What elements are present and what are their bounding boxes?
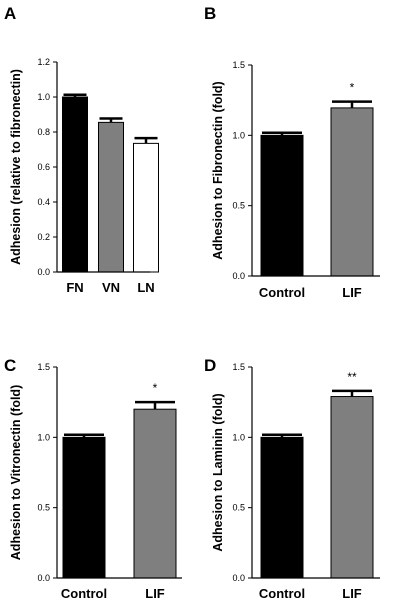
panel-letter: C [4, 356, 16, 375]
bar-lif [330, 396, 374, 579]
y-tick-label: 0.0 [37, 267, 50, 277]
y-tick-label: 0.0 [37, 573, 50, 583]
y-tick-label: 1.0 [232, 130, 245, 140]
category-label: LIF [342, 285, 362, 300]
panel-letter: D [204, 356, 216, 375]
panel-A: A Adhesion (relative to fibronectin) FN VN L… [4, 4, 159, 295]
category-label: Control [259, 285, 305, 300]
significance-marker: * [350, 81, 355, 95]
bar-ln [133, 142, 159, 273]
y-tick-label: 1.0 [37, 92, 50, 102]
significance-marker: * [153, 381, 158, 395]
category-label: FN [66, 280, 83, 295]
y-tick-label: 0.0 [232, 573, 245, 583]
bar-vn [98, 121, 124, 273]
bar-lif [133, 408, 177, 579]
category-label: LIF [342, 586, 362, 601]
category-label: VN [102, 280, 120, 295]
bar-fn [62, 96, 88, 273]
bar-lif [330, 107, 374, 277]
y-tick-label: 1.0 [37, 432, 50, 442]
bar-control [260, 436, 304, 579]
y-tick-label: 1.2 [37, 57, 50, 67]
panel-C: C Adhesion to Vitronectin (fold) Control * L… [4, 356, 182, 601]
y-tick-label: 0.8 [37, 127, 50, 137]
panel-letter: B [204, 4, 216, 23]
panel-B: B Adhesion to Fibronectin (fold) Control * L… [204, 4, 380, 300]
significance-marker: ** [347, 370, 357, 384]
category-label: Control [259, 586, 305, 601]
y-tick-label: 0.2 [37, 232, 50, 242]
y-tick-label: 0.4 [37, 197, 50, 207]
panel-D: D Adhesion to Laminin (fold) Control ** LIF 0… [204, 356, 380, 601]
y-tick-label: 1.0 [232, 432, 245, 442]
y-axis-title: Adhesion to Fibronectin (fold) [211, 81, 225, 259]
y-axis-title: Adhesion to Vitronectin (fold) [9, 385, 23, 560]
panel-letter: A [4, 4, 16, 23]
category-label: LIF [145, 586, 165, 601]
y-tick-label: 0.5 [232, 201, 245, 211]
y-tick-label: 0.5 [37, 503, 50, 513]
bar-control [62, 436, 106, 579]
category-label: Control [61, 586, 107, 601]
y-axis-title: Adhesion to Laminin (fold) [211, 393, 225, 551]
y-tick-label: 0.5 [232, 503, 245, 513]
bar-control [260, 134, 304, 277]
y-axis-title: Adhesion (relative to fibronectin) [9, 69, 23, 265]
y-tick-label: 0.6 [37, 162, 50, 172]
y-tick-label: 0.0 [232, 271, 245, 281]
category-label: LN [137, 280, 154, 295]
y-tick-label: 1.5 [232, 60, 245, 70]
y-tick-label: 1.5 [232, 362, 245, 372]
y-tick-label: 1.5 [37, 362, 50, 372]
